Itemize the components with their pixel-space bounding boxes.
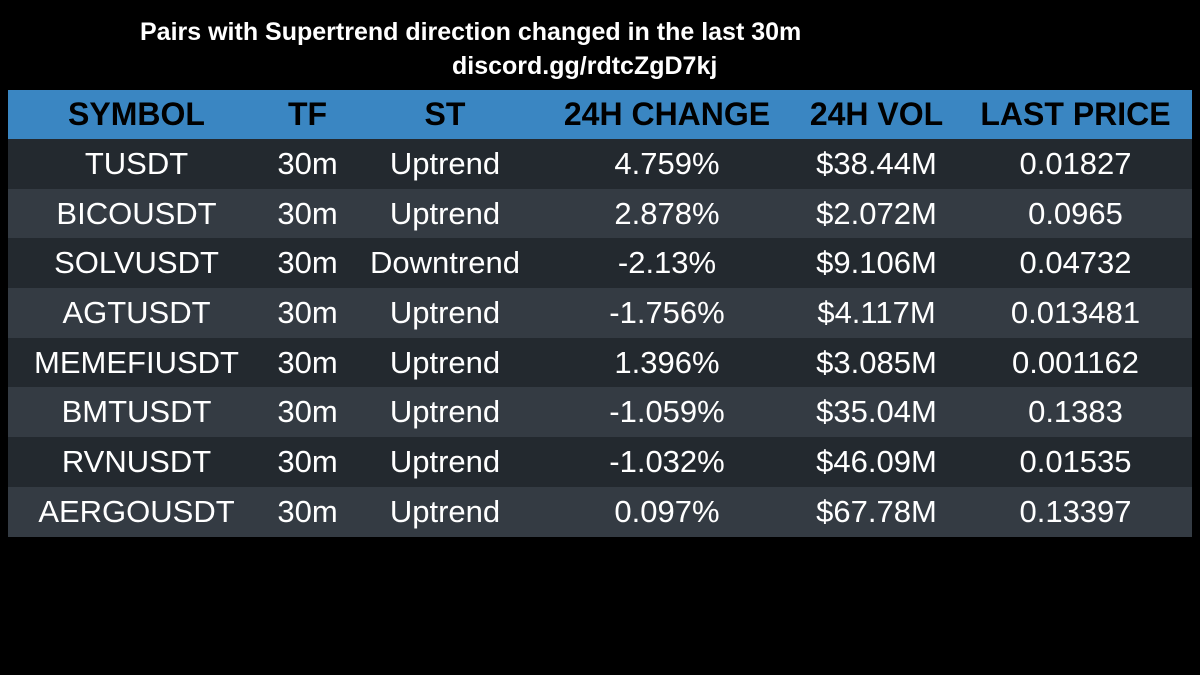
table-cell: 30m — [265, 486, 350, 537]
table: SYMBOL TF ST 24H CHANGE 24H VOL LAST PRICE TU… — [8, 90, 1192, 537]
table-cell: Uptrend — [350, 288, 540, 338]
table-cell: -2.13% — [540, 238, 794, 289]
table-cell: 30m — [265, 139, 350, 189]
table-cell: $4.117M — [794, 288, 959, 338]
table-cell: 30m — [265, 387, 350, 438]
table-cell: 0.01535 — [959, 437, 1192, 487]
column-header: 24H CHANGE — [540, 90, 794, 139]
header-row: SYMBOL TF ST 24H CHANGE 24H VOL LAST PRICE — [8, 90, 1192, 139]
table-cell: Uptrend — [350, 486, 540, 537]
table-row: TUSDT 30m Uptrend 4.759% $38.44M 0.01827 — [8, 139, 1192, 189]
table-row: AERGOUSDT 30m Uptrend 0.097% $67.78M 0.13397 — [8, 486, 1192, 537]
table-cell: TUSDT — [8, 139, 265, 189]
table-row: MEMEFIUSDT 30m Uptrend 1.396% $3.085M 0.00116… — [8, 337, 1192, 388]
table-cell: BMTUSDT — [8, 387, 265, 438]
column-header: LAST PRICE — [959, 90, 1192, 139]
table-row: BICOUSDT 30m Uptrend 2.878% $2.072M 0.0965 — [8, 188, 1192, 239]
table-cell: -1.032% — [540, 437, 794, 487]
table-cell: 30m — [265, 337, 350, 388]
subtitle: discord.gg/rdtcZgD7kj — [452, 52, 718, 80]
table-cell: $38.44M — [794, 139, 959, 189]
table-cell: Uptrend — [350, 188, 540, 239]
table-cell: 4.759% — [540, 139, 794, 189]
column-header: SYMBOL — [8, 90, 265, 139]
table-cell: $3.085M — [794, 337, 959, 388]
table-cell: $35.04M — [794, 387, 959, 438]
table-cell: MEMEFIUSDT — [8, 337, 265, 388]
table-cell: BICOUSDT — [8, 188, 265, 239]
table-cell: $2.072M — [794, 188, 959, 239]
table-row: SOLVUSDT 30m Downtrend -2.13% $9.106M 0.04732 — [8, 238, 1192, 289]
table-cell: SOLVUSDT — [8, 238, 265, 289]
table-cell: 1.396% — [540, 337, 794, 388]
table-cell: 30m — [265, 188, 350, 239]
table-cell: $67.78M — [794, 486, 959, 537]
table-cell: AGTUSDT — [8, 288, 265, 338]
column-header: ST — [350, 90, 540, 139]
table-cell: Uptrend — [350, 437, 540, 487]
table-cell: 30m — [265, 288, 350, 338]
table-row: AGTUSDT 30m Uptrend -1.756% $4.117M 0.013481 — [8, 288, 1192, 338]
table-cell: 30m — [265, 238, 350, 289]
table-cell: 2.878% — [540, 188, 794, 239]
table-cell: Downtrend — [350, 238, 540, 289]
table-cell: Uptrend — [350, 337, 540, 388]
table-cell: 0.0965 — [959, 188, 1192, 239]
table-row: RVNUSDT 30m Uptrend -1.032% $46.09M 0.01535 — [8, 437, 1192, 487]
table-cell: -1.756% — [540, 288, 794, 338]
title: Pairs with Supertrend direction changed … — [140, 18, 802, 46]
table-cell: 0.1383 — [959, 387, 1192, 438]
table-cell: 0.13397 — [959, 486, 1192, 537]
column-header: 24H VOL — [794, 90, 959, 139]
table-cell: $9.106M — [794, 238, 959, 289]
table-row: BMTUSDT 30m Uptrend -1.059% $35.04M 0.1383 — [8, 387, 1192, 438]
table-cell: 0.04732 — [959, 238, 1192, 289]
table-cell: 0.013481 — [959, 288, 1192, 338]
table-cell: Uptrend — [350, 387, 540, 438]
column-header: TF — [265, 90, 350, 139]
table-cell: AERGOUSDT — [8, 486, 265, 537]
table-cell: 0.097% — [540, 486, 794, 537]
table-cell: 0.001162 — [959, 337, 1192, 388]
table-cell: -1.059% — [540, 387, 794, 438]
table-cell: 0.01827 — [959, 139, 1192, 189]
table-cell: RVNUSDT — [8, 437, 265, 487]
table-cell: Uptrend — [350, 139, 540, 189]
table-cell: 30m — [265, 437, 350, 487]
table-cell: $46.09M — [794, 437, 959, 487]
